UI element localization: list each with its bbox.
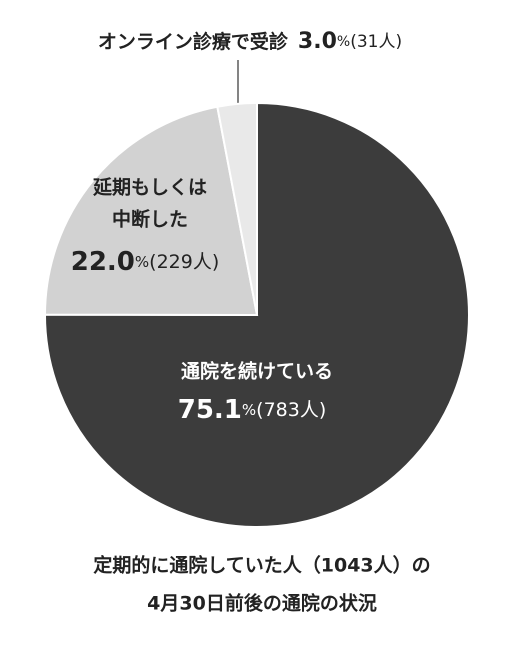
value-label: 3.0 (298, 29, 337, 54)
count-label: (229人) (149, 251, 219, 273)
category-label: 延期もしくは (92, 177, 207, 199)
slice-label: オンライン診療で受診 3.0%(31人) (98, 29, 402, 54)
pie-slice (43, 105, 259, 317)
category-label: オンライン診療で受診 (98, 30, 289, 53)
chart-title: 4月30日前後の通院の状況 (147, 592, 377, 615)
value-label: 22.0 (71, 247, 135, 277)
pie-slice (216, 101, 258, 316)
unit-label: % (242, 401, 256, 419)
count-label: (31人) (350, 32, 402, 52)
value-label: 75.1 (178, 395, 242, 425)
slice-value: 75.1%(783人) (178, 395, 327, 425)
count-label: (783人) (256, 399, 326, 421)
unit-label: % (337, 34, 350, 50)
chart-title: 定期的に通院していた人（1043人）の (93, 554, 430, 577)
pie-slice (43, 101, 470, 528)
slice-value: 22.0%(229人) (71, 247, 220, 277)
category-label: 中断した (112, 208, 188, 231)
category-label: 通院を続けている (181, 360, 333, 383)
unit-label: % (135, 253, 149, 271)
